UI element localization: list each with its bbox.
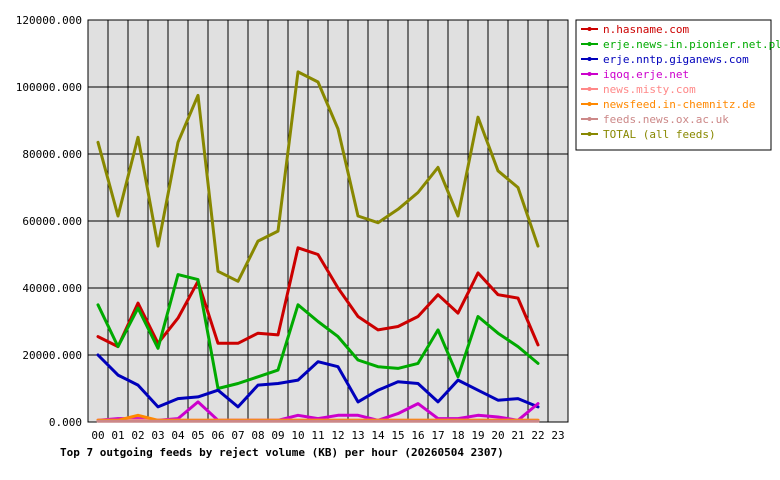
y-tick-label: 100000.000 xyxy=(16,81,82,94)
y-tick-label: 60000.000 xyxy=(22,215,82,228)
x-tick-label: 23 xyxy=(551,429,564,442)
legend-marker xyxy=(587,42,592,46)
legend-label: n.hasname.com xyxy=(603,23,689,36)
series-line-7 xyxy=(96,70,540,283)
legend-box xyxy=(575,19,772,151)
x-tick-label: 15 xyxy=(391,429,404,442)
x-tick-label: 18 xyxy=(451,429,464,442)
legend-marker xyxy=(587,132,592,136)
x-tick-label: 04 xyxy=(171,429,185,442)
x-tick-label: 20 xyxy=(491,429,504,442)
y-tick-label: 120000.000 xyxy=(16,14,82,27)
x-tick-label: 02 xyxy=(131,429,144,442)
legend-label: newsfeed.in-chemnitz.de xyxy=(603,98,755,111)
x-tick-label: 10 xyxy=(291,429,304,442)
x-tick-label: 00 xyxy=(91,429,104,442)
legend-marker xyxy=(587,57,592,61)
legend: n.hasname.com erje.news-in.pionier.net.pl… xyxy=(575,19,780,151)
x-tick-label: 12 xyxy=(331,429,344,442)
x-tick-label: 16 xyxy=(411,429,424,442)
chart-title: Top 7 outgoing feeds by reject volume (K… xyxy=(60,446,504,459)
x-tick-label: 08 xyxy=(251,429,264,442)
series-line-2 xyxy=(96,353,540,409)
legend-marker xyxy=(587,102,592,106)
x-tick-label: 01 xyxy=(111,429,124,442)
x-tick-label: 11 xyxy=(311,429,324,442)
series-line-0 xyxy=(96,246,540,349)
x-tick-label: 17 xyxy=(431,429,444,442)
x-tick-label: 19 xyxy=(471,429,484,442)
x-tick-label: 06 xyxy=(211,429,224,442)
x-tick-label: 07 xyxy=(231,429,244,442)
x-tick-label: 03 xyxy=(151,429,164,442)
plot-area: 0.000 20000.000 40000.000 60000.000 80000.00… xyxy=(16,14,569,442)
legend-label: erje.news-in.pionier.net.pl xyxy=(603,38,780,51)
x-tick-label: 21 xyxy=(511,429,524,442)
x-tick-label: 09 xyxy=(271,429,284,442)
legend-marker xyxy=(587,117,592,121)
series-line-1 xyxy=(96,273,540,390)
x-tick-label: 05 xyxy=(191,429,204,442)
legend-label: news.misty.com xyxy=(603,83,696,96)
legend-marker xyxy=(587,27,592,31)
legend-label: erje.nntp.giganews.com xyxy=(603,53,749,66)
x-tick-label: 13 xyxy=(351,429,364,442)
legend-marker xyxy=(587,72,592,76)
y-tick-label: 40000.000 xyxy=(22,282,82,295)
x-tick-label: 22 xyxy=(531,429,544,442)
legend-label: feeds.news.ox.ac.uk xyxy=(603,113,729,126)
y-tick-label: 20000.000 xyxy=(22,349,82,362)
y-tick-label: 80000.000 xyxy=(22,148,82,161)
x-tick-label: 14 xyxy=(371,429,385,442)
legend-label: iqoq.erje.net xyxy=(603,68,689,81)
legend-marker xyxy=(587,87,592,91)
y-tick-label: 0.000 xyxy=(49,416,82,429)
legend-label: TOTAL (all feeds) xyxy=(603,128,716,141)
